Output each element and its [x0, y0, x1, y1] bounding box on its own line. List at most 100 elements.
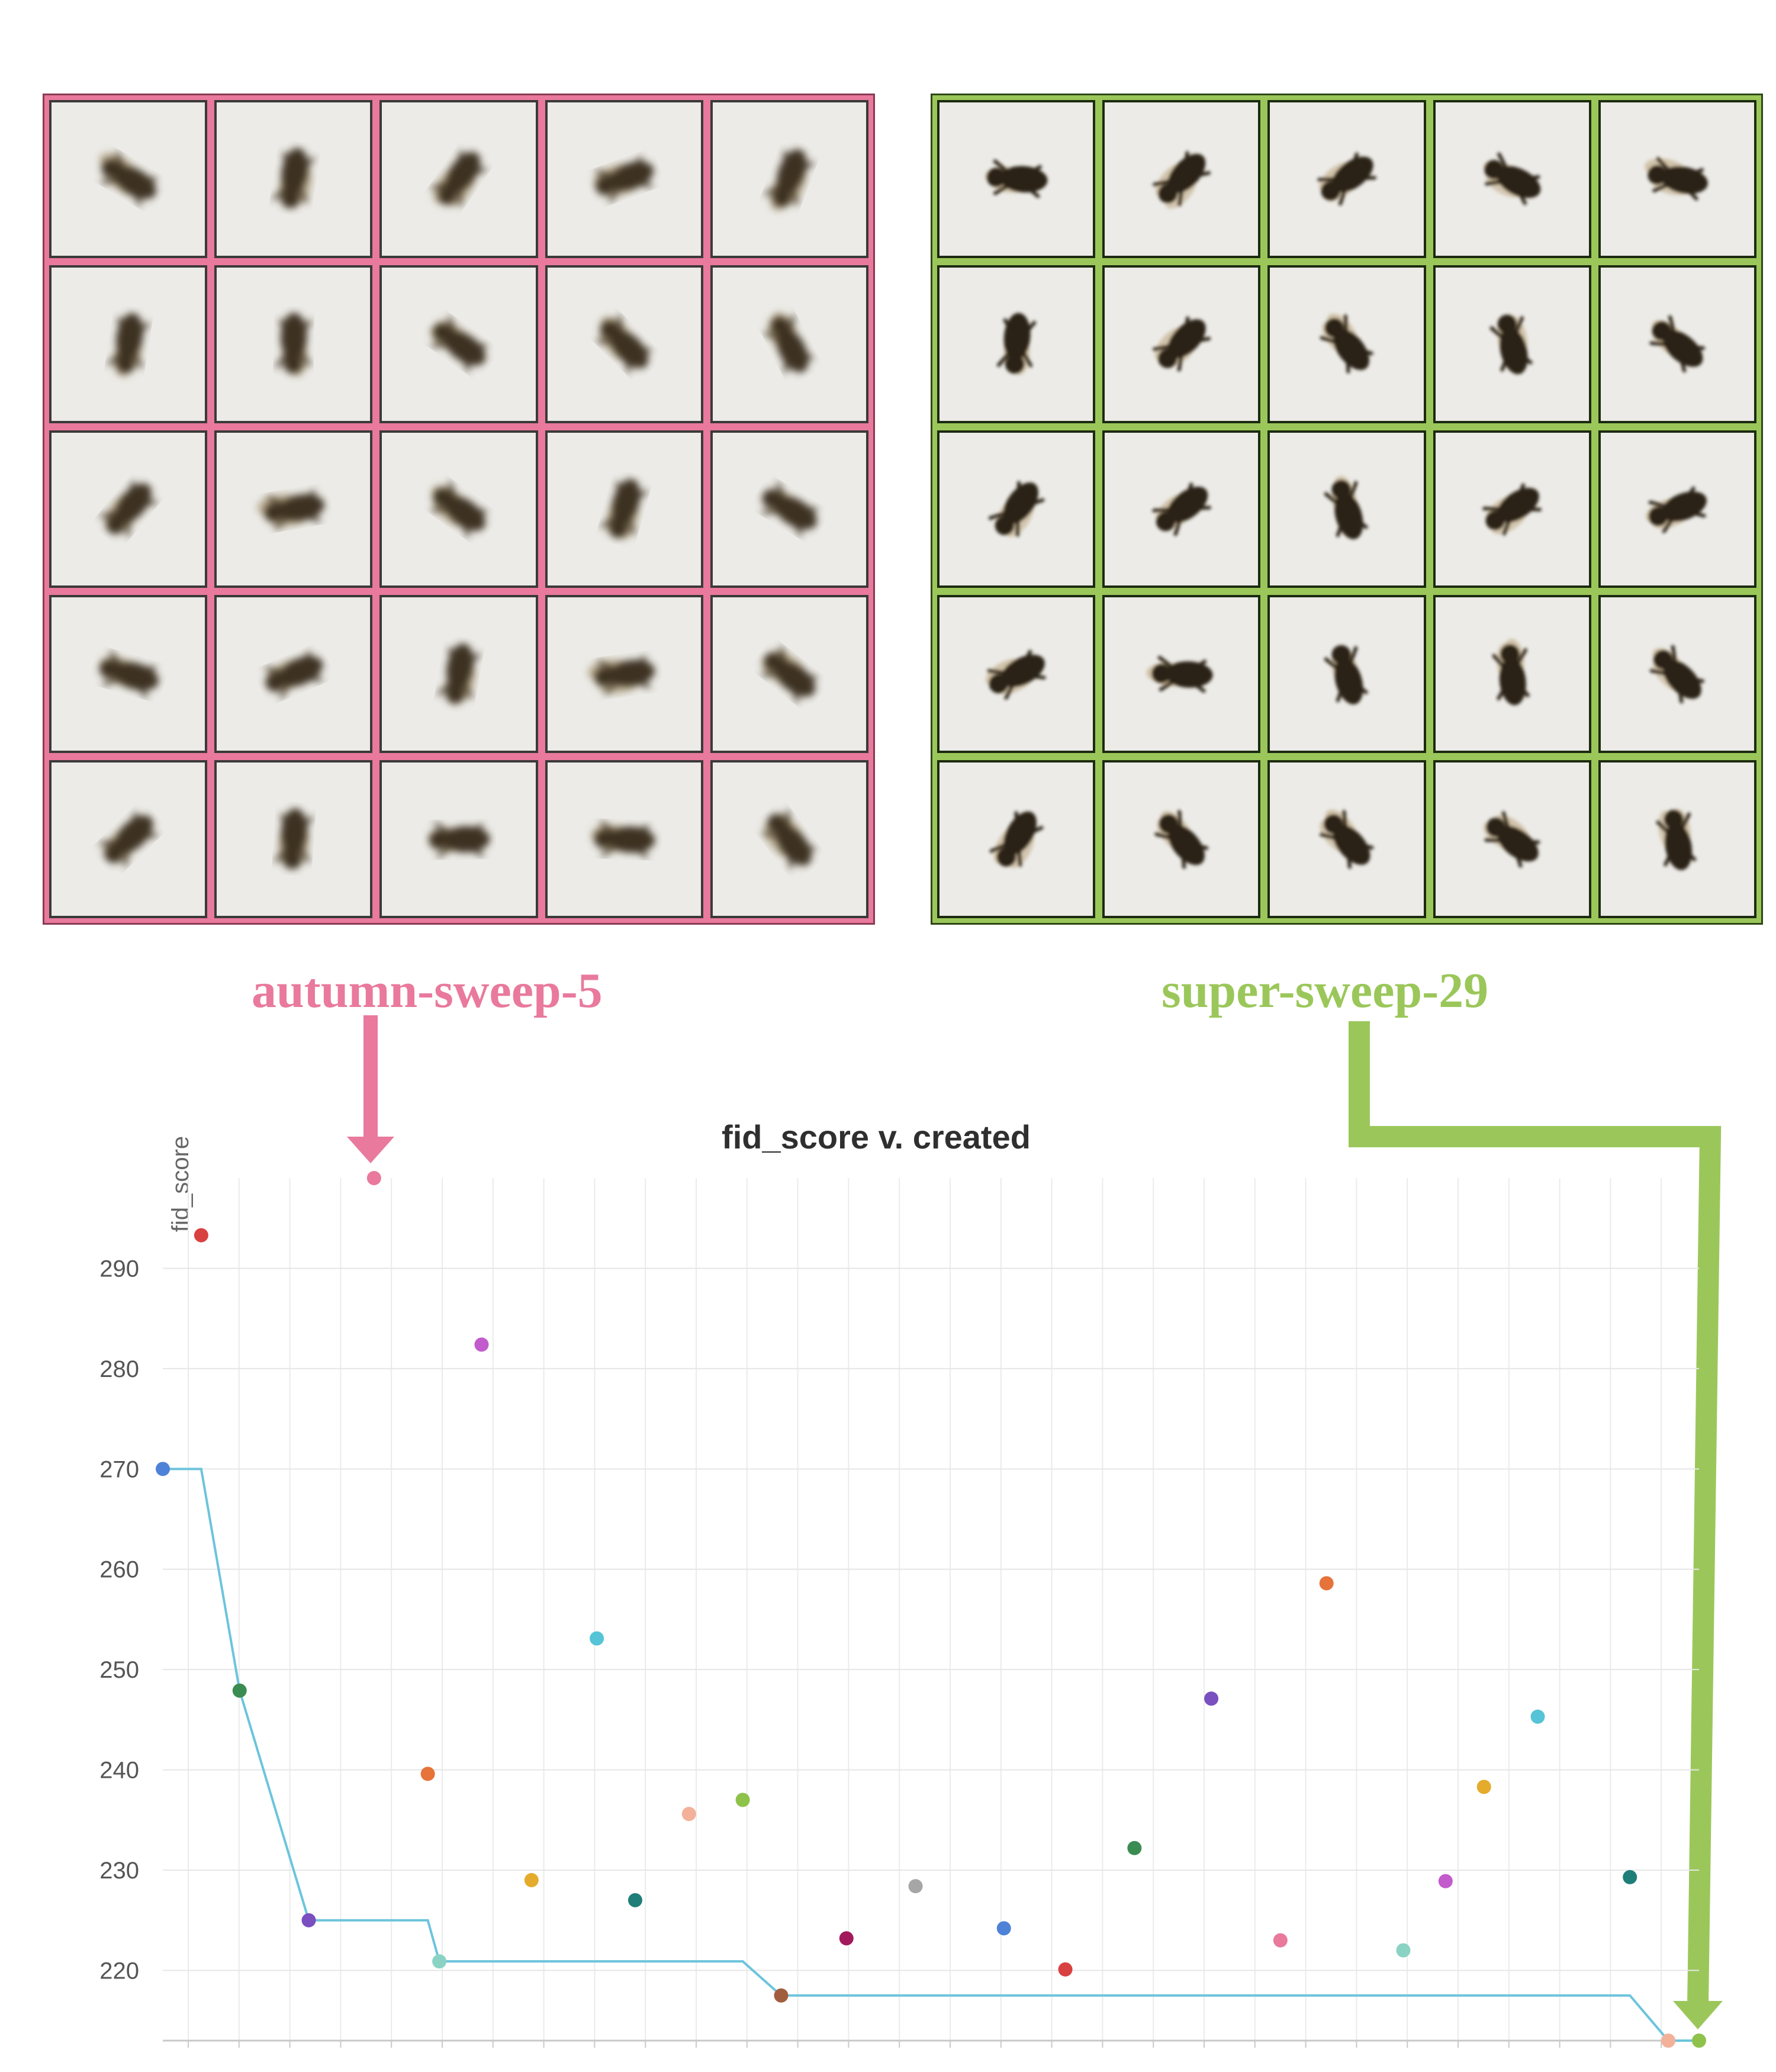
bee-image-icon: [1601, 102, 1754, 256]
super-sweep-29-sample-tile: [937, 595, 1096, 754]
bee-image-icon: [713, 102, 866, 256]
scatter-point: [681, 1807, 696, 1822]
bee-image-icon: [382, 102, 535, 256]
bee-image-icon: [217, 268, 370, 421]
scatter-point: [524, 1872, 539, 1887]
scatter-point: [194, 1228, 208, 1243]
super-sweep-29-sample-tile: [937, 265, 1096, 423]
scatter-points: [156, 1171, 1706, 2048]
bee-image-icon: [940, 268, 1093, 421]
super-sweep-29-sample-tile: [1102, 595, 1261, 754]
autumn-sweep-5-sample-tile: [379, 100, 538, 258]
bee-image-icon: [548, 762, 701, 916]
super-sweep-29-sample-tile: [1102, 265, 1261, 423]
super-sweep-29-sample-tile: [1598, 430, 1756, 588]
bee-image-icon: [1105, 268, 1258, 421]
bee-image-icon: [52, 762, 205, 916]
scatter-point: [774, 1988, 789, 2003]
autumn-sweep-5-sample-tile: [710, 265, 868, 423]
autumn-sweep-5-sample-tile: [379, 595, 538, 754]
autumn-sweep-5-sample-grid: [43, 94, 875, 925]
super-sweep-29-sample-tile: [1598, 595, 1756, 754]
best-so-far-line: [163, 1468, 1699, 2042]
chart-title: fid_score v. created: [722, 1118, 1031, 1156]
bee-image-icon: [940, 597, 1093, 751]
scatter-point: [1661, 2034, 1676, 2048]
scatter-point: [1204, 1691, 1219, 1706]
bee-image-icon: [1270, 268, 1423, 421]
scatter-point: [1476, 1780, 1491, 1794]
autumn-sweep-5-sample-tile: [49, 265, 208, 423]
autumn-sweep-5-sample-tile: [214, 265, 373, 423]
bee-image-icon: [1270, 433, 1423, 586]
scatter-point: [735, 1793, 750, 1807]
super-sweep-29-sample-grid: [931, 94, 1763, 925]
super-sweep-29-sample-tile: [1598, 100, 1756, 258]
bee-image-icon: [1270, 597, 1423, 751]
bee-image-icon: [1436, 268, 1589, 421]
scatter-point: [232, 1683, 247, 1698]
bee-image-icon: [382, 268, 535, 421]
scatter-point: [1692, 2034, 1706, 2048]
scatter-point: [1127, 1841, 1142, 1855]
bee-image-icon: [1270, 762, 1423, 916]
super-sweep-29-sample-tile: [1102, 100, 1261, 258]
bee-image-icon: [382, 597, 535, 751]
super-sweep-29-sample-tile: [1102, 430, 1261, 588]
super-sweep-29-sample-tile: [1267, 265, 1426, 423]
y-tick-label: 260: [99, 1557, 139, 1583]
super-sweep-29-sample-tile: [1598, 265, 1756, 423]
horizontal-gridlines: [163, 1267, 1699, 1971]
scatter-point: [1273, 1933, 1288, 1948]
autumn-sweep-5-sample-tile: [545, 595, 703, 754]
bee-image-icon: [940, 102, 1093, 256]
scatter-point: [366, 1171, 381, 1185]
super-sweep-29-sample-tile: [1267, 430, 1426, 588]
bee-image-icon: [1601, 268, 1754, 421]
bee-image-icon: [940, 762, 1093, 916]
bee-image-icon: [548, 268, 701, 421]
bee-image-icon: [1105, 433, 1258, 586]
bee-image-icon: [713, 597, 866, 751]
autumn-sweep-5-sample-tile: [49, 430, 208, 588]
autumn-sweep-5-sample-tile: [710, 760, 868, 918]
super-sweep-29-sample-tile: [937, 100, 1096, 258]
bee-image-icon: [217, 762, 370, 916]
scatter-point: [156, 1462, 170, 1476]
scatter-point: [908, 1879, 923, 1894]
scatter-point: [1530, 1709, 1545, 1724]
autumn-sweep-5-sample-tile: [379, 430, 538, 588]
bee-image-icon: [52, 268, 205, 421]
bee-image-icon: [1105, 597, 1258, 751]
bee-image-icon: [548, 433, 701, 586]
bee-image-icon: [382, 433, 535, 586]
bee-image-icon: [1436, 102, 1589, 256]
sample-grid-right: [937, 100, 1756, 918]
autumn-sweep-5-sample-tile: [710, 595, 868, 754]
bee-image-icon: [217, 102, 370, 256]
scatter-point: [996, 1921, 1011, 1936]
scatter-point: [432, 1954, 447, 1969]
scatter-point: [590, 1631, 604, 1646]
y-tick-label: 280: [99, 1356, 139, 1382]
autumn-sweep-5-sample-tile: [49, 100, 208, 258]
autumn-sweep-5-sample-tile: [379, 265, 538, 423]
autumn-sweep-5-label: autumn-sweep-5: [252, 963, 603, 1018]
scatter-point: [474, 1337, 489, 1352]
y-tick-label: 250: [99, 1657, 139, 1683]
bee-image-icon: [52, 102, 205, 256]
autumn-sweep-5-sample-tile: [545, 100, 703, 258]
super-sweep-29-sample-tile: [1433, 760, 1591, 918]
vertical-gridlines: [188, 1178, 1662, 2041]
y-tick-labels: 220 230 240 250 260 270 280 290: [99, 1256, 139, 1984]
autumn-sweep-5-sample-tile: [545, 760, 703, 918]
bee-image-icon: [713, 268, 866, 421]
bee-image-icon: [548, 597, 701, 751]
bee-image-icon: [1601, 597, 1754, 751]
autumn-sweep-5-sample-tile: [379, 760, 538, 918]
bee-image-icon: [1436, 762, 1589, 916]
autumn-sweep-5-sample-tile: [214, 430, 373, 588]
scatter-point: [1319, 1576, 1334, 1591]
autumn-sweep-5-sample-tile: [214, 595, 373, 754]
super-sweep-29-sample-tile: [1433, 100, 1591, 258]
